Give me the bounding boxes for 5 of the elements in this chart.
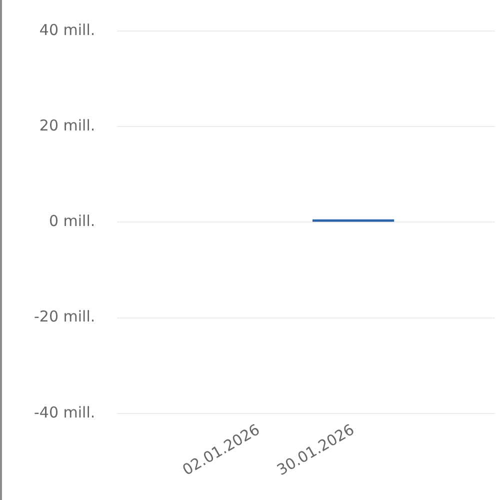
y-tick-label: 20 mill.	[39, 116, 96, 135]
y-tick-label: 0 mill.	[48, 212, 96, 230]
y-tick-label: -20 mill.	[34, 308, 96, 326]
y-tick-label: 40 mill.	[39, 20, 96, 39]
y-tick-label: -40 mill.	[34, 403, 96, 422]
